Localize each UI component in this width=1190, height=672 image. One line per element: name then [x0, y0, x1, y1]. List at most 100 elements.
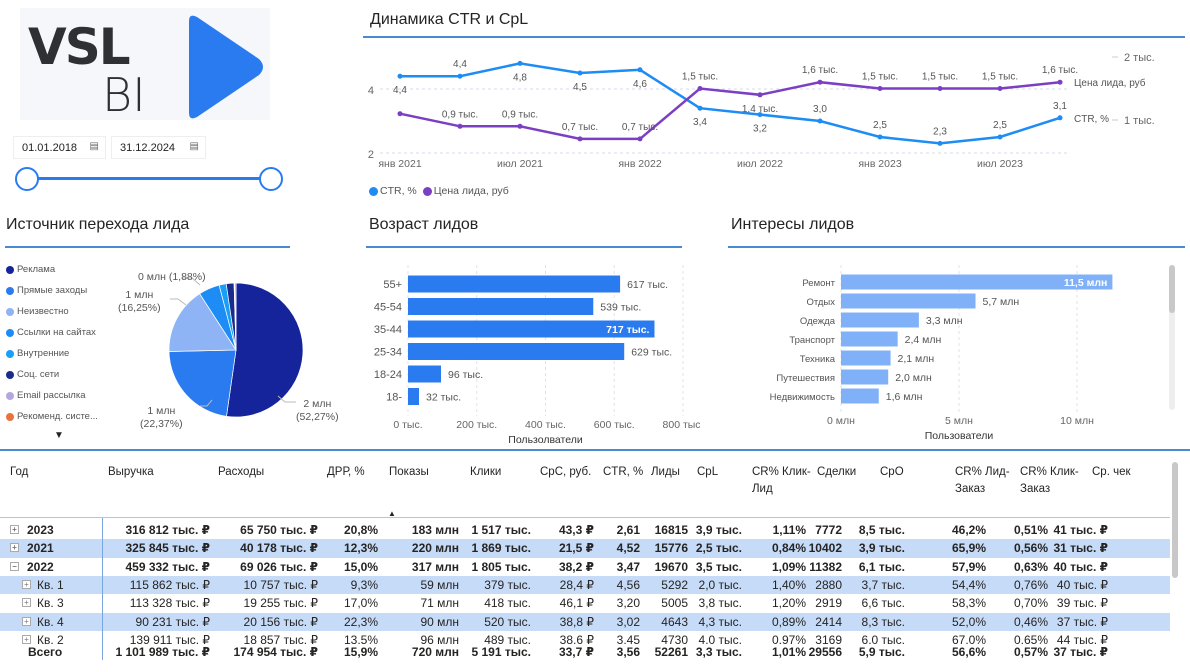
ctr-point[interactable]	[997, 134, 1003, 140]
table-row[interactable]: + Кв. 4 90 231 тыс. ₽ 20 156 тыс. ₽ 22,3% 90 …	[0, 612, 1170, 631]
calendar-icon[interactable]: ▤	[189, 141, 199, 152]
column-header[interactable]: CpL	[697, 466, 719, 478]
ctr-point[interactable]	[697, 105, 703, 111]
table-row[interactable]: + Кв. 1 115 862 тыс. ₽ 10 757 тыс. ₽ 9,3% 59 …	[0, 575, 1170, 595]
bar[interactable]	[841, 274, 1113, 290]
ctr-point[interactable]	[577, 70, 583, 76]
legend-ctr[interactable]: CTR, %	[369, 185, 417, 197]
ctr-point[interactable]	[877, 134, 883, 140]
total-row[interactable]: Всего 1 101 989 тыс. ₽ 174 954 тыс. ₽ 15,9%…	[0, 643, 1170, 661]
bar[interactable]	[841, 312, 919, 328]
column-header[interactable]: Ср. чек	[1092, 466, 1131, 478]
cpl-point[interactable]	[697, 86, 703, 91]
column-header[interactable]: CpC, руб.	[540, 466, 592, 478]
column-header[interactable]: CTR, %	[603, 466, 644, 478]
bar[interactable]	[408, 275, 621, 293]
legend-item[interactable]: Неизвестно	[6, 306, 69, 317]
legend-item[interactable]: Ссылки на сайтах	[6, 327, 96, 338]
column-header[interactable]: Выручка	[108, 466, 154, 478]
bar[interactable]	[408, 320, 655, 338]
cpl-point[interactable]	[1057, 79, 1063, 85]
ctr-point[interactable]	[457, 73, 463, 79]
ctr-point[interactable]	[937, 140, 943, 146]
x-tick: 400 тыс.	[525, 419, 566, 431]
table-scrollbar[interactable]	[1172, 462, 1178, 578]
sort-ascending-icon[interactable]: ▲	[388, 509, 396, 518]
column-header[interactable]: CR% Клик-Заказ	[1020, 466, 1079, 495]
cpl-point[interactable]	[637, 136, 643, 142]
column-header[interactable]: Показы	[389, 466, 429, 478]
cpl-point[interactable]	[997, 86, 1003, 91]
date-to-input[interactable]: 31.12.2024 ▤	[111, 136, 206, 159]
column-header[interactable]: ДРР, %	[327, 466, 365, 478]
x-tick: июл 2021	[497, 158, 543, 170]
table-cell: 15776	[654, 541, 688, 556]
column-header[interactable]: CR% Клик-Лид	[752, 466, 811, 495]
ctr-point[interactable]	[517, 60, 523, 66]
bar[interactable]	[841, 331, 898, 347]
interests-scrollbar[interactable]	[1169, 265, 1175, 410]
ctr-point[interactable]	[637, 67, 643, 73]
cpl-point[interactable]	[517, 123, 523, 129]
table-cell: 90 млн	[420, 614, 459, 629]
cpl-point[interactable]	[757, 92, 763, 98]
table-cell: 3,5 тыс.	[695, 559, 742, 574]
ctr-point[interactable]	[817, 118, 823, 124]
date-from-input[interactable]: 01.01.2018 ▤	[13, 136, 106, 159]
bar[interactable]	[408, 388, 419, 405]
column-header[interactable]: CpO	[880, 466, 904, 478]
legend-label: Цена лида, руб	[433, 185, 509, 197]
bar[interactable]	[408, 298, 594, 315]
expand-icon[interactable]: +	[22, 634, 31, 644]
bar[interactable]	[408, 343, 625, 360]
ctr-point[interactable]	[1057, 115, 1063, 121]
expand-icon[interactable]: +	[10, 525, 19, 534]
legend-item[interactable]: Соц. сети	[6, 369, 59, 380]
bar[interactable]	[408, 365, 441, 383]
calendar-icon[interactable]: ▤	[89, 141, 99, 152]
ctr-point[interactable]	[397, 73, 403, 79]
slider-handle-start[interactable]	[15, 167, 39, 191]
table-row[interactable]: −2022 459 332 тыс. ₽ 69 026 тыс. ₽ 15,0% 317…	[0, 558, 1170, 576]
expand-icon[interactable]: +	[22, 598, 31, 608]
expand-icon[interactable]: +	[22, 616, 31, 626]
pie-slice[interactable]	[168, 293, 237, 352]
date-range-slider[interactable]	[27, 177, 271, 180]
table-row[interactable]: +2021 325 845 тыс. ₽ 40 178 тыс. ₽ 12,3% 220…	[0, 539, 1170, 558]
slider-handle-end[interactable]	[259, 167, 283, 191]
pie-slice[interactable]	[168, 349, 237, 417]
legend-item[interactable]: Реклама	[6, 264, 55, 275]
legend-item[interactable]: Email рассылка	[6, 390, 85, 401]
table-row[interactable]: + Кв. 2 139 911 тыс. ₽ 18 857 тыс. ₽ 13,5% 96…	[0, 631, 1170, 644]
column-header[interactable]: Год	[10, 466, 29, 478]
expand-icon[interactable]: +	[22, 579, 31, 589]
ctr-point[interactable]	[757, 112, 763, 118]
cpl-point[interactable]	[937, 86, 943, 91]
cpl-point[interactable]	[457, 123, 463, 129]
legend-item[interactable]: Рекоменд. систе...	[6, 411, 98, 422]
legend-item[interactable]: Внутренние	[6, 348, 69, 359]
column-header[interactable]: Сделки	[817, 466, 857, 478]
column-header[interactable]: Расходы	[218, 466, 265, 478]
legend-item[interactable]: Прямые заходы	[6, 285, 87, 296]
column-header[interactable]: CR% Лид-Заказ	[955, 466, 1010, 495]
table-row[interactable]: +2023 316 812 тыс. ₽ 65 750 тыс. ₽ 20,8% 183…	[0, 521, 1170, 539]
legend-cpl[interactable]: Цена лида, руб	[422, 185, 509, 197]
bar[interactable]	[841, 369, 889, 385]
table-row[interactable]: + Кв. 3 113 328 тыс. ₽ 19 255 тыс. ₽ 17,0% 71…	[0, 594, 1170, 612]
pie-slice[interactable]	[234, 282, 237, 351]
bar[interactable]	[841, 293, 976, 309]
caret-down-icon[interactable]: ▼	[54, 430, 64, 441]
cpl-point[interactable]	[817, 79, 823, 85]
bar[interactable]	[841, 388, 879, 404]
pie-slice[interactable]	[226, 282, 304, 418]
cpl-point[interactable]	[577, 136, 583, 142]
cpl-point[interactable]	[877, 86, 883, 91]
bar[interactable]	[841, 350, 891, 366]
cpl-point[interactable]	[397, 111, 403, 117]
column-header[interactable]: Клики	[470, 466, 502, 478]
column-header[interactable]: Лиды	[651, 466, 680, 478]
interests-scrollbar-thumb[interactable]	[1169, 265, 1175, 313]
expand-icon[interactable]: +	[10, 543, 19, 553]
collapse-icon[interactable]: −	[10, 561, 19, 571]
